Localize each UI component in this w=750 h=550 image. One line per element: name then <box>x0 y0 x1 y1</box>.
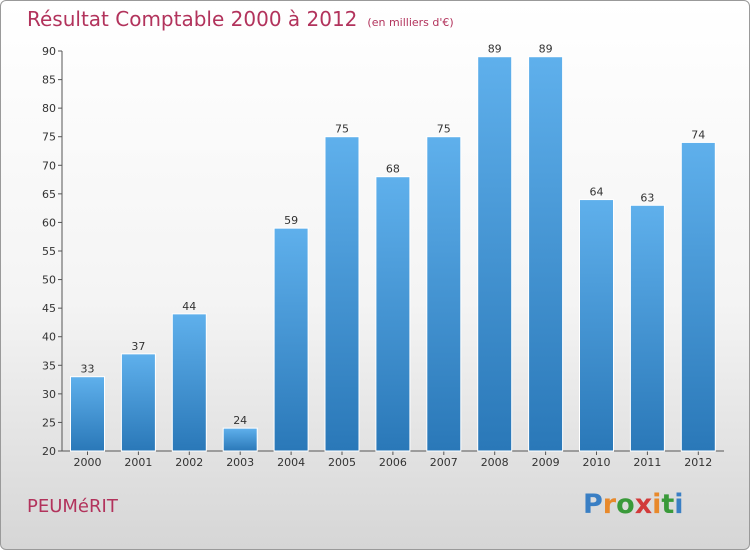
bars-layer <box>70 56 716 452</box>
y-tick-label: 90 <box>42 45 56 58</box>
bar-value-label: 74 <box>691 128 705 141</box>
bar-value-label: 64 <box>590 186 604 199</box>
bar <box>70 376 105 452</box>
x-tick-label: 2007 <box>430 456 458 469</box>
logo-letter: i <box>652 489 662 520</box>
commune-name: PEUMéRIT <box>27 496 118 517</box>
logo-letter: P <box>583 489 603 520</box>
x-tick-label: 2001 <box>124 456 152 469</box>
y-tick-label: 50 <box>42 274 56 287</box>
logo-letter: o <box>616 489 635 520</box>
y-tick-label: 20 <box>42 445 56 458</box>
bar <box>579 199 614 452</box>
bar <box>426 136 462 452</box>
bar <box>171 313 207 452</box>
y-tick-label: 85 <box>42 74 56 87</box>
bar-value-label: 24 <box>233 414 247 427</box>
x-tick-label: 2005 <box>328 456 356 469</box>
bar <box>375 176 411 452</box>
bar <box>324 136 360 452</box>
bar <box>629 204 665 452</box>
y-tick-label: 30 <box>42 388 56 401</box>
x-tick-label: 2002 <box>175 456 203 469</box>
bar-value-label: 75 <box>437 123 451 136</box>
y-tick-label: 70 <box>42 159 56 172</box>
x-tick-label: 2011 <box>633 456 661 469</box>
chart-title: Résultat Comptable 2000 à 2012 (en millie… <box>27 7 454 31</box>
x-tick-label: 2000 <box>74 456 102 469</box>
x-tick-label: 2009 <box>532 456 560 469</box>
axis-layer: 20 25 30 35 40 45 50 55 60 65 70 75 80 85 90 2000 2001 20… <box>42 45 724 469</box>
bar <box>222 427 258 452</box>
bar <box>273 227 309 452</box>
x-tick-label: 2012 <box>684 456 712 469</box>
y-tick-label: 55 <box>42 245 56 258</box>
bar-value-label: 63 <box>640 191 654 204</box>
x-tick-label: 2004 <box>277 456 305 469</box>
bar-value-label: 37 <box>131 340 145 353</box>
bar-value-label: 59 <box>284 214 298 227</box>
bar <box>680 141 716 452</box>
logo-letter: r <box>602 489 617 520</box>
bar-value-label: 89 <box>488 43 502 56</box>
x-tick-label: 2010 <box>583 456 611 469</box>
bar-value-label: 75 <box>335 123 349 136</box>
chart-title-text: Résultat Comptable 2000 à 2012 <box>27 7 358 31</box>
y-tick-label: 25 <box>42 416 56 429</box>
y-tick-label: 75 <box>42 131 56 144</box>
y-tick-label: 45 <box>42 302 56 315</box>
y-tick-label: 65 <box>42 188 56 201</box>
x-tick-label: 2006 <box>379 456 407 469</box>
bar-value-label: 44 <box>182 300 196 313</box>
y-tick-label: 35 <box>42 359 56 372</box>
logo-letter: i <box>674 489 684 520</box>
x-tick-label: 2008 <box>481 456 509 469</box>
logo-letter: x <box>634 489 653 520</box>
logo-letter: t <box>661 489 675 520</box>
bar-value-label: 33 <box>81 363 95 376</box>
chart-subtitle: (en milliers d'€) <box>367 16 454 29</box>
y-tick-label: 60 <box>42 216 56 229</box>
y-tick-label: 40 <box>42 331 56 344</box>
bar <box>120 353 156 452</box>
bar-value-label: 89 <box>539 43 553 56</box>
x-tick-label: 2003 <box>226 456 254 469</box>
bar <box>477 56 513 452</box>
proxiti-logo: Proxiti <box>583 489 684 520</box>
bar-value-label: 68 <box>386 163 400 176</box>
y-tick-label: 80 <box>42 102 56 115</box>
bar <box>528 56 564 452</box>
labels-layer: 33 37 44 24 59 75 68 75 89 89 64 63 74 <box>81 43 706 427</box>
